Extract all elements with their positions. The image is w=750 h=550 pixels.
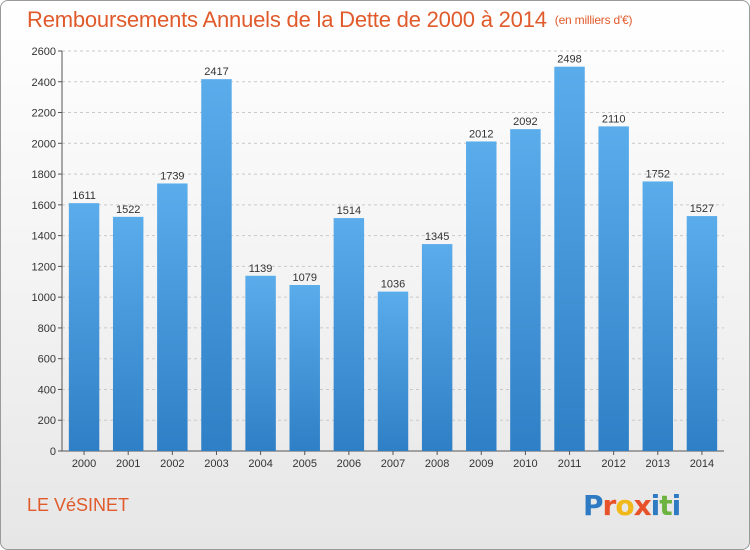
y-tick-label: 2200 [32,108,56,120]
y-tick-label: 1400 [32,231,56,243]
data-label: 1514 [337,205,361,217]
bar-2003 [201,79,232,452]
bar-2006 [333,218,365,451]
x-tick-label: 2002 [160,458,184,470]
bar-2011 [554,66,585,451]
data-label: 1345 [425,231,449,243]
y-tick-label: 800 [38,323,56,335]
x-tick-label: 2010 [513,458,537,470]
x-tick-label: 2013 [646,458,670,470]
logo-letter: i [650,489,661,522]
data-label: 1752 [646,168,670,180]
data-label: 1139 [249,263,273,275]
data-label: 1079 [292,272,316,284]
x-tick-label: 2009 [469,458,493,470]
y-tick-label: 2600 [32,46,56,58]
x-tick-label: 2008 [425,458,449,470]
bar-2005 [289,285,320,451]
data-label: 2498 [557,54,581,66]
y-tick-label: 600 [38,354,56,366]
x-tick-label: 2003 [204,458,228,470]
y-tick-label: 2000 [32,138,56,150]
bar-2008 [421,244,453,451]
y-tick-label: 200 [38,415,56,427]
data-label: 2012 [469,128,493,140]
data-label: 1611 [72,190,96,202]
y-tick-label: 2400 [32,77,56,89]
proxiti-logo[interactable]: Proxiti [583,489,682,522]
bar-2009 [466,141,497,451]
data-label: 1036 [381,279,405,291]
x-tick-label: 2011 [558,458,582,470]
x-tick-label: 2001 [116,458,140,470]
data-label: 1522 [116,204,140,216]
bar-2004 [245,275,276,451]
logo-letter: P [583,489,604,522]
bar-2014 [686,216,718,451]
bar-2010 [510,129,541,451]
city-name: LE VéSINET [27,495,130,515]
y-tick-label: 0 [50,446,56,458]
x-tick-label: 2006 [337,458,361,470]
chart-title: Remboursements Annuels de la Dette de 20… [27,7,633,33]
y-tick-label: 1600 [32,200,56,212]
bar-2012 [598,126,629,451]
x-tick-label: 2007 [381,458,405,470]
y-tick-label: 1000 [32,292,56,304]
bar-2000 [68,203,100,451]
data-label: 1527 [690,203,714,215]
x-tick-label: 2004 [248,458,272,470]
bar-2007 [377,291,409,451]
x-tick-label: 2005 [292,458,316,470]
y-tick-label: 400 [38,384,56,396]
logo-letter: o [615,489,634,522]
data-label: 2092 [513,116,537,128]
bar-2013 [642,181,674,451]
chart-title-text: Remboursements Annuels de la Dette de 20… [27,7,547,32]
logo-letter: t [659,489,672,522]
x-tick-label: 2000 [72,458,96,470]
bar-2002 [157,183,188,451]
y-tick-label: 1800 [32,169,56,181]
logo-letter: r [602,489,617,522]
bar-2001 [112,216,144,451]
logo-letter: i [671,489,682,522]
logo-letter: x [633,489,652,522]
x-tick-label: 2012 [601,458,625,470]
data-label: 1739 [160,170,184,182]
y-tick-label: 1200 [32,261,56,273]
data-label: 2417 [204,66,228,78]
x-tick-label: 2014 [690,458,714,470]
data-label: 2110 [602,113,626,125]
chart-unit: (en milliers d'€) [554,13,633,27]
